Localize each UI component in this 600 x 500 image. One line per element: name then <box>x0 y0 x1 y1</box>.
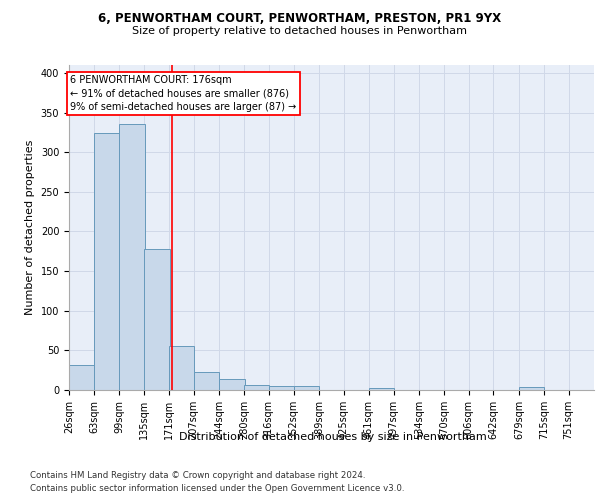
Bar <box>94 133 120 390</box>
Bar <box>269 386 294 390</box>
Bar <box>519 387 544 390</box>
Bar <box>219 379 245 390</box>
Bar <box>293 386 319 390</box>
Text: Contains HM Land Registry data © Crown copyright and database right 2024.: Contains HM Land Registry data © Crown c… <box>30 471 365 480</box>
Bar <box>369 388 394 390</box>
Text: Size of property relative to detached houses in Penwortham: Size of property relative to detached ho… <box>133 26 467 36</box>
Text: Distribution of detached houses by size in Penwortham: Distribution of detached houses by size … <box>179 432 487 442</box>
Bar <box>69 366 94 390</box>
Bar <box>119 124 145 390</box>
Bar <box>169 346 194 390</box>
Y-axis label: Number of detached properties: Number of detached properties <box>25 140 35 315</box>
Text: Contains public sector information licensed under the Open Government Licence v3: Contains public sector information licen… <box>30 484 404 493</box>
Bar <box>194 372 219 390</box>
Bar <box>244 385 269 390</box>
Text: 6 PENWORTHAM COURT: 176sqm
← 91% of detached houses are smaller (876)
9% of semi: 6 PENWORTHAM COURT: 176sqm ← 91% of deta… <box>70 76 296 112</box>
Text: 6, PENWORTHAM COURT, PENWORTHAM, PRESTON, PR1 9YX: 6, PENWORTHAM COURT, PENWORTHAM, PRESTON… <box>98 12 502 24</box>
Bar <box>144 249 170 390</box>
